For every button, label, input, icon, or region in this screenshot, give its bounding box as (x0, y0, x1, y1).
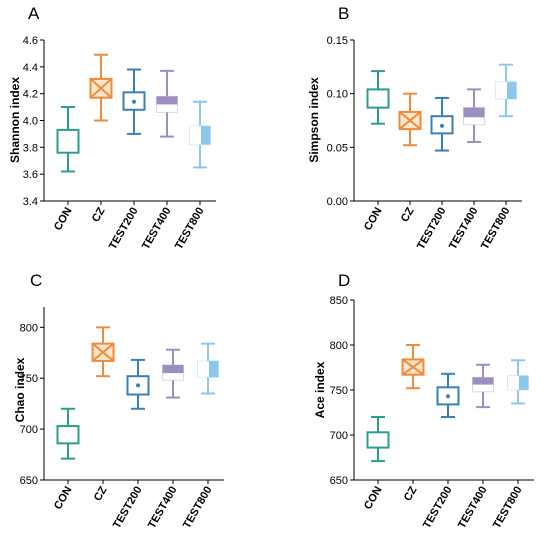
panel-d-box-test200 (436, 372, 460, 418)
panel-d-x-tick-label: TEST800 (491, 485, 525, 531)
panel-b-x-tick-label: TEST200 (415, 206, 449, 252)
panel-a-y-tick-label: 4.6 (23, 35, 38, 47)
panel-a-box-cz (89, 53, 113, 122)
panel-c-letter: C (30, 271, 42, 290)
panel-b-letter: B (338, 4, 349, 23)
panel-b-x-tick-label: CZ (399, 205, 417, 224)
panel-a-box-test800 (189, 100, 211, 169)
panel-a-cross-mark (89, 78, 113, 99)
panel-c-cross-mark (91, 342, 115, 362)
panel-a-x-tick-label: TEST800 (173, 206, 207, 252)
panel-d-y-tick-label: 700 (330, 430, 348, 442)
panel-c-box-con (56, 407, 80, 460)
panel-a-box-con (56, 106, 80, 173)
panel-b-x-tick-label: TEST400 (447, 206, 481, 252)
panel-b-box-test800 (495, 63, 517, 118)
panel-b-iqr-box (366, 88, 390, 109)
panel-d-box-cz (401, 344, 425, 390)
panel-a-y-tick-label: 3.6 (23, 169, 38, 181)
panel-b-x-tick-label: TEST800 (479, 206, 513, 252)
panel-c-plot: 650 700 750 800 CON CZ TEST200 TEST400 TEST800 (20, 307, 224, 531)
panel-a-x-tick-label: CON (52, 205, 75, 232)
panel-a-y-tick-label: 4.0 (23, 116, 38, 128)
panel-d-y-tick-label: 750 (330, 385, 348, 397)
panel-c-iqr-box (56, 425, 80, 445)
panel-a-upper-half-fill (156, 96, 178, 105)
panel-d-letter: D (338, 271, 350, 290)
panel-a-y-tick-label: 3.8 (23, 142, 38, 154)
panel-a-plot: 3.4 3.6 3.8 4.0 4.2 4.4 4.6 CON CZ TEST200 TEST400… (23, 35, 216, 252)
panel-a-box-test200 (122, 68, 146, 135)
panel-d-iqr-box (366, 431, 390, 449)
panel-b-y-tick-label: 0.10 (327, 89, 348, 101)
panel-d-x-tick-label: TEST200 (421, 485, 455, 531)
panel-a-x-tick-label: CZ (90, 205, 108, 224)
panel-a-box-test400 (156, 69, 178, 138)
panel-d-right-half-fill (519, 375, 529, 390)
panel-b-y-tick-label: 0.00 (327, 196, 348, 208)
panel-d-cross-mark (401, 358, 425, 376)
panel-b-cross-mark (398, 111, 422, 130)
panel-c-box-test200 (126, 358, 150, 410)
panel-c-x-tick-label: TEST200 (111, 485, 145, 531)
panel-d-box-con (366, 416, 390, 463)
panel-d-y-tick-label: 800 (330, 340, 348, 352)
panel-a-x-tick-label: TEST200 (107, 206, 141, 252)
panel-c-y-tick-label: 800 (20, 322, 38, 334)
panel-b-box-test400 (463, 88, 485, 143)
panel-b-box-test200 (430, 96, 454, 152)
panel-c-y-label: Chao index (13, 357, 27, 422)
panel-c-right-half-fill (209, 360, 219, 378)
panel-a-iqr-box (56, 128, 80, 154)
panel-c-y-tick-label: 650 (20, 475, 38, 487)
panel-c-x-tick-label: TEST800 (181, 485, 215, 531)
panel-d-x-tick-label: TEST400 (456, 485, 490, 531)
panel-d-x-tick-label: CON (362, 484, 385, 511)
panel-c-upper-half-fill (162, 365, 184, 374)
panel-b-x-tick-label: CON (362, 205, 385, 232)
panel-b-box-cz (398, 92, 422, 147)
panel-b-y-tick-label: 0.05 (327, 142, 348, 154)
panel-b-y-label: Simpson index (307, 77, 321, 163)
panel-b-upper-half-fill (463, 107, 485, 118)
panel-a-right-half-fill (201, 125, 211, 145)
panel-c-box-test400 (162, 348, 184, 399)
panel-c-y-tick-label: 750 (20, 373, 38, 385)
panel-a-y-tick-label: 4.4 (23, 62, 38, 74)
panel-a-y-label: Shannon index (8, 77, 22, 163)
panel-d-y-label: Ace index (313, 361, 327, 418)
panel-d-box-test400 (472, 363, 494, 409)
panel-c-median-dot (136, 383, 140, 388)
panel-d-y-tick-label: 850 (330, 295, 348, 307)
panel-b-y-tick-label: 0.15 (327, 35, 348, 47)
panel-a-y-tick-label: 4.2 (23, 89, 38, 101)
panel-a-x-tick-label: TEST400 (140, 206, 174, 252)
panel-d-y-tick-label: 650 (330, 475, 348, 487)
panel-d-median-dot (446, 394, 450, 399)
panel-d-plot: 650 700 750 800 850 CON CZ TEST200 TEST400 TEST80… (330, 295, 534, 531)
panel-a-letter: A (28, 4, 40, 23)
panel-b-plot: 0.00 0.05 0.10 0.15 CON CZTEST200TEST400TEST8… (327, 35, 522, 252)
panel-c-box-cz (91, 326, 115, 378)
panel-d-box-test800 (507, 359, 529, 405)
panel-a-median-dot (132, 99, 136, 104)
panel-a: A Shannon index 3.4 3.6 3.8 4.0 4.2 4.4 4.6 CON… (8, 4, 216, 252)
panel-b-box-con (366, 70, 390, 125)
panel-d-upper-half-fill (472, 377, 494, 385)
panel-c-x-tick-label: CZ (92, 484, 110, 503)
panel-b-median-dot (440, 123, 444, 128)
panel-b-right-half-fill (507, 81, 517, 100)
panel-c-box-test800 (197, 342, 219, 395)
panel-d-x-tick-label: CZ (402, 484, 420, 503)
panel-c-x-tick-label: TEST400 (146, 485, 180, 531)
panel-a-y-tick-label: 3.4 (23, 196, 38, 208)
panel-c-x-tick-label: CON (52, 484, 75, 511)
panel-c-y-tick-label: 700 (20, 424, 38, 436)
